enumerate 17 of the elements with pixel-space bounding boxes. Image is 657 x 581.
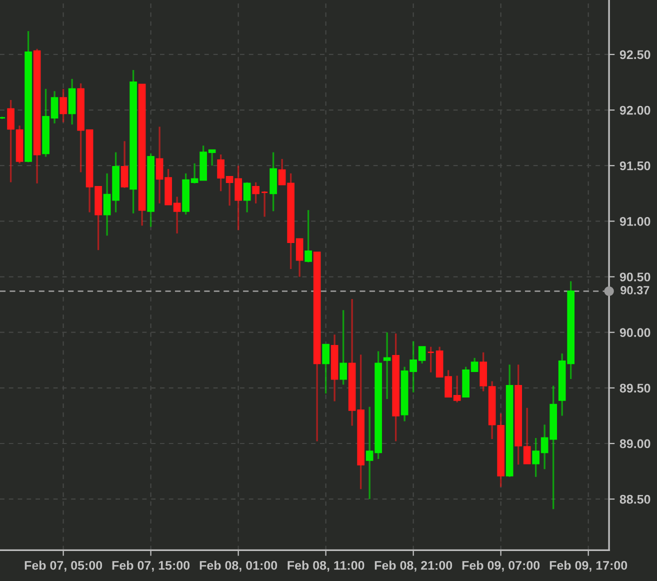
y-tick-label: 90.00 (620, 328, 650, 337)
ref-line-label: 90.37 (620, 286, 650, 294)
y-tick-label: 92.00 (620, 106, 650, 115)
x-tick-label: Feb 07, 15:00 (112, 560, 190, 572)
y-tick-label: 88.50 (620, 494, 650, 504)
y-tick-label: 89.50 (620, 384, 650, 393)
x-tick-label: Feb 09, 07:00 (462, 560, 540, 572)
y-tick-label: 92.50 (620, 50, 650, 60)
x-tick-label: Feb 07, 05:00 (24, 560, 102, 572)
y-tick-label: 91.50 (620, 161, 650, 170)
x-tick-label: Feb 08, 01:00 (200, 560, 278, 572)
x-tick-label: Feb 09, 17:00 (550, 560, 628, 572)
x-tick-label: Feb 08, 11:00 (288, 560, 364, 572)
y-tick-label: 91.00 (620, 216, 650, 226)
y-tick-label: 90.50 (620, 272, 650, 282)
x-tick-label: Feb 08, 21:00 (374, 560, 452, 572)
y-tick-label: 89.00 (620, 439, 650, 448)
